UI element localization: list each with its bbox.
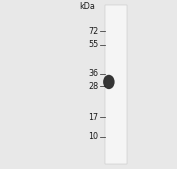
Ellipse shape xyxy=(103,75,115,89)
Text: 28: 28 xyxy=(88,82,98,91)
Text: 10: 10 xyxy=(88,132,98,141)
Text: 17: 17 xyxy=(88,113,98,122)
Text: kDa: kDa xyxy=(79,2,95,11)
Text: 72: 72 xyxy=(88,27,98,36)
Bar xyxy=(105,5,127,164)
Text: 55: 55 xyxy=(88,40,98,49)
Text: 36: 36 xyxy=(88,69,98,78)
